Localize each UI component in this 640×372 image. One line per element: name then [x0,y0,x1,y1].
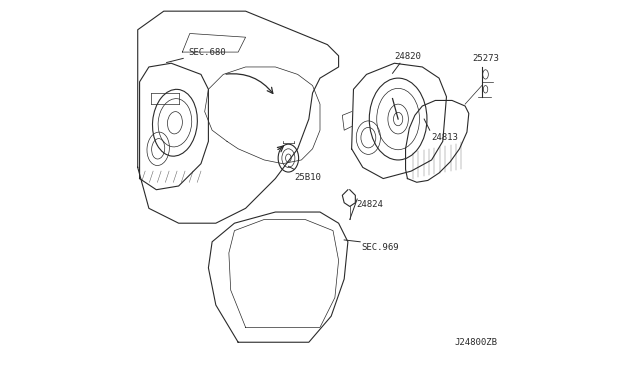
Text: 25B10: 25B10 [294,173,321,182]
Text: 24824: 24824 [356,200,383,209]
Text: SEC.680: SEC.680 [188,48,225,57]
Text: 24813: 24813 [431,133,458,142]
Text: 25273: 25273 [472,54,499,63]
Text: J24800ZB: J24800ZB [454,338,498,347]
Text: 24820: 24820 [394,52,421,61]
Text: SEC.969: SEC.969 [361,243,399,251]
